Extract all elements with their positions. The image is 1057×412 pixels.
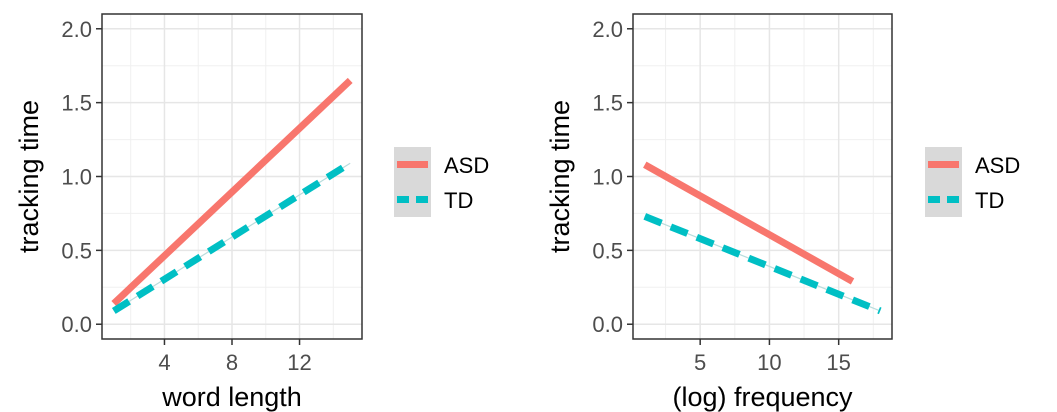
y-tick-label: 1.5 xyxy=(592,91,623,116)
x-tick-label: 8 xyxy=(226,350,238,375)
y-axis-title: tracking time xyxy=(14,100,44,253)
legend-label-td: TD xyxy=(975,188,1004,213)
y-tick-label: 1.0 xyxy=(592,165,623,190)
y-tick-label: 0.5 xyxy=(592,238,623,263)
y-tick-label: 2.0 xyxy=(61,17,92,42)
series-line-td xyxy=(111,160,353,314)
legend: ASD TD xyxy=(394,147,489,217)
legend-label-td: TD xyxy=(444,188,473,213)
y-tick-label: 0.0 xyxy=(61,312,92,337)
chart-panel-1: 0.0 0.5 1.0 1.5 2.0 4 8 12 word length tracking t… xyxy=(14,13,489,412)
x-tick-label: 12 xyxy=(287,350,311,375)
y-axis-title: tracking time xyxy=(545,100,575,253)
y-tick-label: 0.5 xyxy=(61,238,92,263)
x-axis-title: (log) frequency xyxy=(672,382,853,412)
x-tick-label: 15 xyxy=(826,350,850,375)
x-tick-label: 10 xyxy=(757,350,781,375)
legend-label-asd: ASD xyxy=(975,153,1020,178)
legend-label-asd: ASD xyxy=(444,153,489,178)
x-tick-label: 5 xyxy=(694,350,706,375)
chart-panel-2: 0.0 0.5 1.0 1.5 2.0 5 10 15 (log) frequency track… xyxy=(545,13,1020,412)
x-tick-label: 4 xyxy=(158,350,170,375)
series-line-asd xyxy=(111,77,353,307)
y-tick-label: 1.0 xyxy=(61,165,92,190)
series-line-asd xyxy=(643,161,855,285)
legend: ASD TD xyxy=(925,147,1020,217)
x-axis-title: word length xyxy=(161,382,302,412)
y-tick-label: 1.5 xyxy=(61,91,92,116)
series-line-td xyxy=(643,213,882,315)
y-tick-label: 2.0 xyxy=(592,17,623,42)
y-tick-label: 0.0 xyxy=(592,312,623,337)
